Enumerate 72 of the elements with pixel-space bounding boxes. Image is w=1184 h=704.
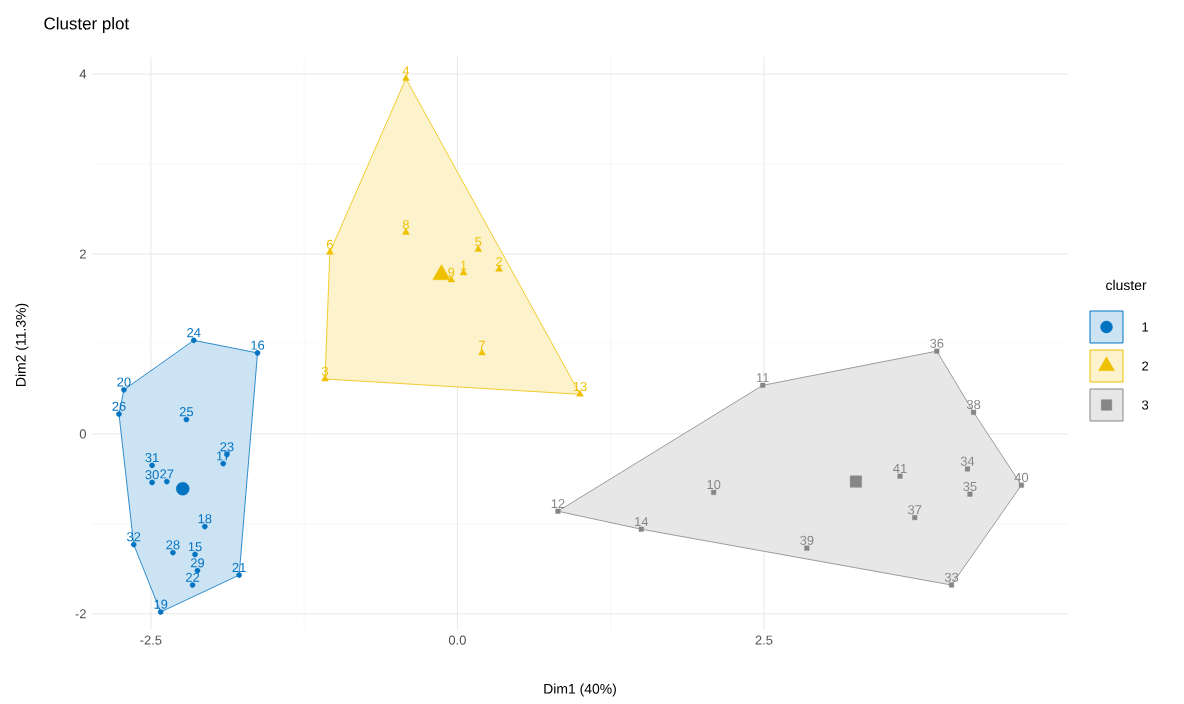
annotation: 4 [402, 66, 410, 76]
point [1018, 482, 1024, 488]
annotation: 22 [186, 572, 200, 582]
annotation: 13 [573, 381, 587, 392]
x-axis-title: Dim1 (40%) [544, 683, 616, 697]
annotation: 3 [321, 366, 329, 376]
annotation: 9 [448, 267, 455, 277]
annotation: 1 [460, 260, 467, 270]
annotation: 20 [117, 377, 131, 387]
annotation: 26 [112, 401, 126, 411]
annotation: 6 [326, 239, 333, 249]
annotation: 40 [1014, 472, 1029, 482]
point [236, 572, 242, 578]
annotation: 25 [179, 407, 194, 417]
annotation: 37 [908, 505, 922, 515]
y-tick-label: 4 [79, 69, 87, 79]
point [254, 350, 261, 356]
annotation: 19 [154, 599, 168, 609]
annotation: 28 [166, 540, 180, 550]
chart-title: Cluster plot [44, 17, 130, 33]
point [964, 466, 970, 472]
legend-title: cluster [1106, 279, 1147, 291]
annotation: 18 [198, 514, 212, 524]
point [967, 491, 973, 497]
point [638, 526, 644, 532]
y-tick-label: -2 [75, 609, 86, 619]
x-tick-label: 2.5 [755, 635, 773, 645]
annotation: 36 [930, 338, 944, 348]
annotation: 12 [551, 499, 565, 509]
annotation: 38 [966, 399, 981, 410]
annotation: 33 [944, 572, 959, 582]
annotation: 39 [800, 535, 814, 545]
annotation: 35 [963, 481, 977, 491]
point [121, 387, 127, 393]
point [760, 382, 766, 388]
annotation: 5 [475, 237, 482, 247]
annotation: 8 [402, 220, 409, 230]
point [949, 582, 955, 588]
annotation: 2 [496, 257, 503, 267]
annotation: 30 [145, 470, 159, 480]
annotation: 11 [756, 373, 769, 383]
annotation: 34 [960, 456, 975, 466]
y-tick-label: 2 [79, 249, 86, 259]
point [157, 609, 164, 615]
annotation: 16 [251, 340, 265, 350]
point [189, 582, 196, 588]
x-tick-label: -2.5 [140, 635, 162, 645]
annotation: 24 [187, 328, 201, 338]
annotation: 21 [232, 562, 246, 572]
point [897, 473, 903, 479]
annotation: 27 [160, 469, 174, 479]
point [971, 409, 977, 415]
annotation: 41 [893, 464, 907, 473]
annotation: 7 [478, 340, 485, 350]
y-axis-title: Dim2 (11.3%) [15, 303, 29, 386]
annotation: 10 [707, 479, 721, 490]
annotation: 29 [190, 558, 205, 568]
y-tick-label: 0 [79, 429, 86, 439]
point [912, 515, 918, 521]
x-tick-label: 0.0 [448, 635, 466, 645]
annotation: 32 [127, 532, 141, 542]
legend-label: 3 [1142, 400, 1149, 410]
legend-label: 2 [1142, 361, 1149, 371]
annotation: 14 [635, 517, 649, 527]
point [116, 411, 122, 417]
point [804, 545, 810, 551]
point [555, 508, 561, 514]
annotation: 23 [220, 442, 234, 452]
annotation: 15 [188, 542, 202, 552]
legend-label: 1 [1142, 322, 1149, 332]
point [934, 348, 940, 354]
annotation: 31 [145, 453, 159, 463]
